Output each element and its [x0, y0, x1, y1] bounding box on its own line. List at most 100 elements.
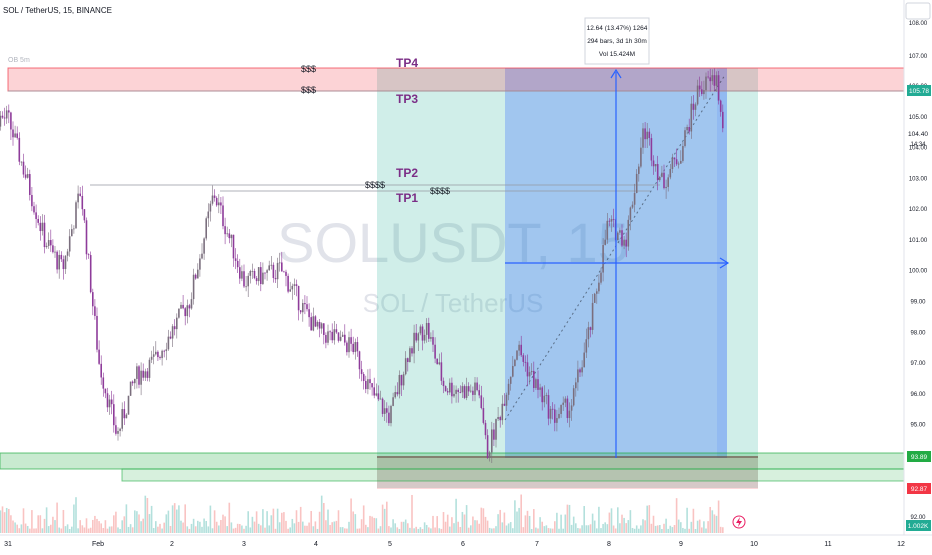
time-axis[interactable]: 31 Feb 2 3 4 5 6 7 8 9 10 11 12 — [4, 541, 905, 548]
candle-body — [79, 193, 81, 196]
volume-bar — [541, 521, 543, 533]
countdown-text: 14:34 — [910, 142, 926, 148]
volume-bar — [144, 495, 147, 533]
candle-body — [703, 90, 705, 95]
candle-body — [539, 387, 541, 390]
candle-body — [465, 386, 468, 398]
volume-bar — [276, 508, 279, 533]
candle-body — [100, 363, 102, 378]
candle-body — [493, 429, 495, 440]
candle-body — [192, 274, 195, 300]
candle-body — [205, 218, 207, 239]
candle-body — [398, 375, 401, 395]
volume-bar — [100, 523, 102, 533]
volume-bar — [480, 507, 483, 533]
candle-body — [444, 386, 447, 392]
volume-bar — [283, 512, 285, 533]
candle-body — [696, 85, 699, 105]
volume-bar — [591, 513, 594, 533]
volume-bar — [102, 527, 105, 533]
level-red-text: 92.87 — [911, 486, 928, 493]
candle-body — [381, 398, 384, 414]
candle-body — [281, 262, 283, 272]
time-label: 7 — [535, 541, 539, 548]
candle-body — [669, 168, 672, 178]
volume-bar — [682, 527, 684, 533]
volume-bar — [117, 527, 119, 533]
candle-body — [39, 222, 42, 232]
candle-body — [102, 377, 105, 389]
volume-bar — [558, 528, 560, 533]
candle-body — [333, 329, 336, 341]
price-tick-108: 108.00 — [909, 21, 928, 27]
candle-body — [140, 370, 142, 385]
candle-body — [417, 333, 420, 341]
candle-body — [71, 229, 73, 237]
candle-body — [3, 117, 6, 119]
candle-body — [190, 299, 193, 309]
volume-bar — [152, 528, 155, 533]
candle-body — [278, 262, 281, 264]
volume-bar — [556, 512, 558, 533]
volume-bar — [58, 527, 60, 533]
volume-bar — [608, 512, 611, 533]
candle-body — [276, 262, 279, 280]
candle-body — [87, 254, 90, 256]
candle-body — [138, 366, 140, 385]
demand-zone[interactable] — [0, 452, 932, 470]
candle-body — [709, 77, 711, 82]
candle-body — [144, 371, 147, 378]
candle-body — [327, 331, 329, 343]
candle-body — [113, 404, 115, 426]
volume-bar — [10, 515, 12, 533]
currency-button[interactable] — [905, 2, 931, 20]
candle-body — [16, 133, 18, 138]
candle-body — [650, 138, 653, 161]
volume-bar — [251, 516, 254, 533]
candle-body — [530, 370, 533, 373]
lightning-icon[interactable] — [732, 515, 746, 529]
candle-body — [62, 259, 65, 270]
price-candles — [0, 68, 724, 463]
volume-bar — [516, 511, 518, 533]
volume-bar — [230, 522, 233, 533]
candle-body — [92, 292, 94, 307]
candle-body — [346, 342, 348, 353]
volume-bar — [323, 502, 325, 533]
candle-body — [663, 172, 665, 189]
stop-zone[interactable] — [377, 456, 758, 489]
volume-bar — [484, 516, 487, 533]
candle-body — [402, 374, 405, 386]
volume-bar — [379, 526, 382, 533]
candle-body — [566, 398, 569, 419]
candle-body — [423, 334, 426, 341]
candle-body — [297, 286, 300, 311]
volume-bar — [341, 527, 344, 533]
volume-bar — [600, 528, 602, 533]
candle-body — [58, 254, 60, 270]
volume-bar — [642, 519, 644, 533]
volume-bar — [703, 521, 705, 533]
candle-body — [22, 161, 25, 175]
demand-zone-lower[interactable] — [121, 468, 932, 482]
volume-bar — [8, 508, 10, 533]
candle-body — [341, 334, 344, 337]
time-label: 8 — [607, 541, 611, 548]
volume-bar — [465, 505, 468, 533]
ob-label: OB 5m — [8, 57, 30, 64]
candle-body — [115, 425, 117, 434]
watermark-description: SOL / TetherUS — [363, 288, 544, 318]
volume-bar — [369, 515, 371, 533]
volume-bar — [335, 520, 338, 533]
volume-bar — [402, 521, 405, 533]
supply-zone[interactable] — [7, 67, 932, 92]
volume-bar — [566, 504, 569, 533]
volume-bar — [654, 525, 657, 533]
dotted-trend-line — [504, 74, 726, 421]
volume-bar — [121, 520, 123, 533]
candle-body — [20, 161, 23, 163]
volume-bar — [333, 521, 336, 533]
candle-body — [717, 75, 720, 101]
